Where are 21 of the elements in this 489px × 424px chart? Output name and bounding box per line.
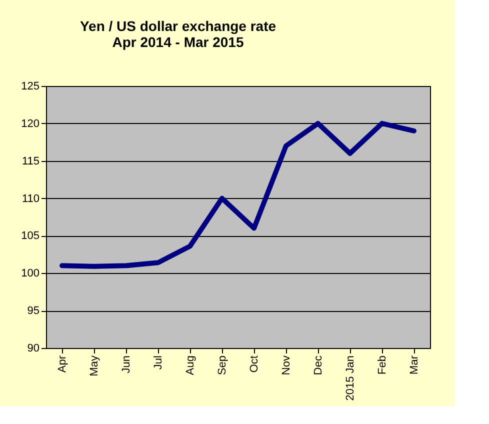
y-tick-label: 125 — [21, 80, 40, 92]
y-tick-label: 120 — [21, 118, 40, 130]
x-tick-label: Oct — [248, 356, 260, 373]
x-tick-label: Dec — [312, 355, 324, 376]
y-tick-label: 90 — [27, 342, 40, 354]
x-tick-label: May — [88, 355, 100, 376]
chart-title: Yen / US dollar exchange rate Apr 2014 - Mar 2015 — [80, 18, 276, 50]
x-tick-label: Aug — [184, 356, 196, 376]
x-tick-label: Feb — [376, 356, 388, 374]
x-tick-label: Apr — [56, 355, 68, 373]
x-tick-label: Jun — [120, 356, 132, 374]
x-tick-label: 2015 Jan — [344, 356, 356, 401]
x-tick-label: Jul — [152, 356, 164, 370]
y-tick-label: 115 — [22, 155, 40, 168]
y-tick-label: 95 — [27, 305, 40, 318]
x-tick-label: Nov — [280, 355, 292, 376]
x-tick-label: Mar — [408, 355, 420, 374]
x-tick-label: Sep — [216, 356, 228, 376]
y-tick-label: 110 — [22, 192, 40, 205]
y-tick-label: 100 — [21, 268, 40, 280]
y-tick-label: 105 — [21, 230, 40, 242]
